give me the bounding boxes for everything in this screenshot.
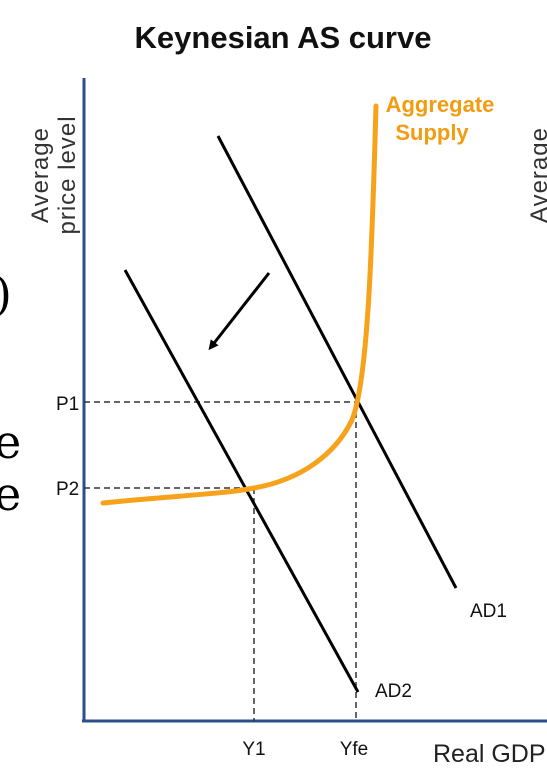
- clipped-side-text-1: ): [0, 267, 12, 321]
- clipped-side-text-2: e: [0, 415, 21, 469]
- y1-label: Y1: [242, 739, 265, 760]
- right-axis-label-partial: Average: [526, 127, 547, 223]
- as-label-line1: Aggregate: [386, 92, 495, 117]
- diagram-title: Keynesian AS curve: [135, 20, 432, 55]
- p1-label: P1: [56, 394, 79, 415]
- y-axis-label-line1: Average: [27, 127, 54, 223]
- p2-label: P2: [56, 479, 79, 500]
- x-axis-label: Real GDP: [433, 740, 546, 768]
- yfe-label: Yfe: [340, 739, 369, 760]
- ad1-label: AD1: [470, 601, 507, 622]
- y-axis-label-line2: price level: [54, 115, 81, 234]
- ad2-label: AD2: [375, 681, 412, 702]
- as-label-line2: Supply: [395, 120, 469, 145]
- shift-arrow: [208, 272, 271, 351]
- ad2-line: [123, 269, 360, 693]
- aggregate-supply-curve: [100, 103, 379, 506]
- ad1-line: [216, 135, 458, 589]
- clipped-side-text-3: e: [0, 467, 21, 521]
